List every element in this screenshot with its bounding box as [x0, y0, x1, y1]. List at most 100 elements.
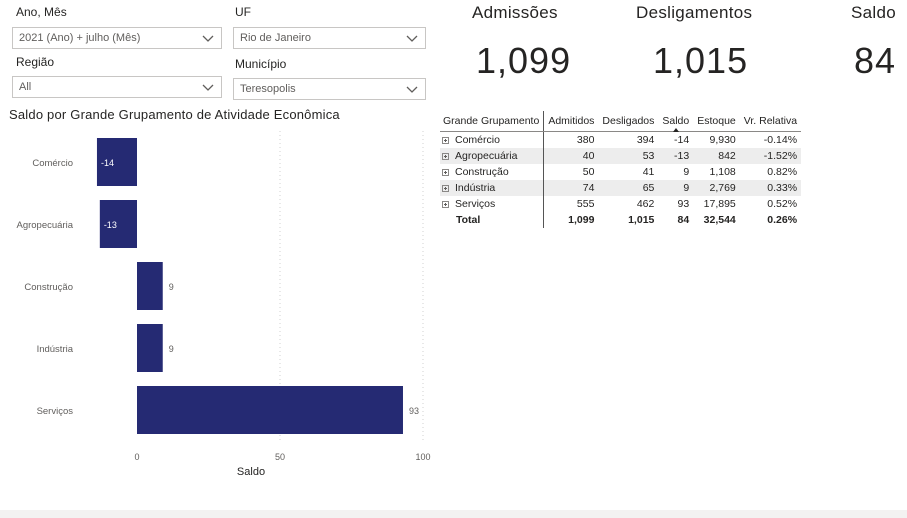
kpi-desligamentos-value: 1,015: [653, 40, 749, 81]
saldo-bar-chart: Comércio -14 Agropecuária -13 Construção 9 Ind…: [16, 131, 431, 478]
cell-desligados: 53: [598, 148, 659, 164]
data-label: -14: [101, 158, 114, 168]
category-label: Indústria: [37, 344, 74, 355]
cell-desligados: 394: [636, 134, 655, 146]
category-label: Serviços: [37, 406, 74, 417]
total-estoque: 32,544: [703, 214, 736, 226]
table-row: Serviços 555 462 93 17,895 0.52%: [440, 196, 801, 212]
cell-grupamento: Construção: [440, 164, 545, 180]
matrix-header-row: Grande Grupamento Admitidos Desligados S…: [440, 111, 802, 132]
bar: [137, 324, 163, 372]
row-label: Indústria: [455, 182, 496, 194]
header-saldo[interactable]: Saldo: [658, 111, 694, 132]
cell-vr-relativa: -0.14%: [763, 134, 798, 146]
bar: [137, 262, 163, 310]
expand-plus-icon[interactable]: [442, 200, 449, 208]
row-label: Construção: [455, 166, 509, 178]
cell-estoque: 1,108: [709, 166, 736, 178]
cell-saldo: -13: [658, 148, 694, 164]
cell-vr-relativa: 0.33%: [739, 180, 802, 196]
total-vr-relativa: 0.26%: [767, 214, 798, 226]
table-row: Indústria 74 65 9 2,769 0.33%: [440, 180, 802, 196]
bar: [137, 386, 403, 434]
data-label: 9: [169, 344, 174, 354]
cell-estoque: 17,895: [703, 198, 736, 210]
municipio-dropdown[interactable]: Teresopolis: [233, 78, 426, 100]
cell-grupamento: Comércio: [440, 131, 545, 148]
chart-title: Saldo por Grande Grupamento de Atividade…: [9, 107, 340, 122]
cell-grupamento: Serviços: [440, 196, 545, 212]
table-total-row: Total 1,099 1,015 84 32,544 0.26%: [440, 212, 801, 228]
expand-plus-icon[interactable]: [442, 168, 449, 176]
header-admitidos[interactable]: Admitidos: [543, 111, 599, 132]
chevron-down-icon: [202, 35, 214, 42]
category-label: Construção: [24, 282, 73, 293]
bar: [99, 200, 137, 248]
kpi-admissoes-label: Admissões: [472, 3, 558, 22]
total-admitidos: 1,099: [568, 214, 595, 226]
regiao-value: All: [19, 81, 32, 93]
regiao-dropdown[interactable]: All: [12, 76, 222, 98]
cell-admitidos: 380: [576, 134, 595, 146]
slicer-title-regiao: Região: [16, 55, 55, 69]
row-label: Comércio: [455, 134, 500, 146]
cell-admitidos: 50: [582, 166, 595, 178]
cell-saldo: -14: [674, 134, 690, 146]
cell-admitidos: 40: [543, 148, 599, 164]
tick-label: 50: [275, 452, 285, 462]
kpi-desligamentos-label: Desligamentos: [636, 3, 753, 22]
cell-vr-relativa: 0.52%: [767, 198, 798, 210]
ano-mes-value: 2021 (Ano) + julho (Mês): [19, 32, 141, 44]
cell-desligados: 41: [642, 166, 655, 178]
kpi-saldo-value: 84: [854, 40, 897, 81]
municipio-value: Teresopolis: [240, 83, 296, 95]
tick-label: 100: [415, 452, 430, 462]
cell-desligados: 65: [598, 180, 659, 196]
data-label: 93: [409, 406, 419, 416]
uf-value: Rio de Janeiro: [240, 32, 311, 44]
row-label: Serviços: [455, 198, 496, 210]
total-grupamento: Total: [440, 212, 545, 228]
ano-mes-dropdown[interactable]: 2021 (Ano) + julho (Mês): [12, 27, 222, 49]
slicer-title-municipio: Município: [235, 57, 287, 71]
bar: [96, 138, 137, 186]
tick-label: 0: [134, 452, 139, 462]
expand-plus-icon[interactable]: [442, 184, 449, 192]
uf-dropdown[interactable]: Rio de Janeiro: [233, 27, 426, 49]
slicer-title-uf: UF: [235, 5, 251, 19]
cell-admitidos: 555: [576, 198, 595, 210]
cell-admitidos: 74: [543, 180, 599, 196]
data-label: 9: [169, 282, 174, 292]
header-vr-relativa[interactable]: Vr. Relativa: [739, 111, 802, 132]
cell-estoque: 842: [693, 148, 740, 164]
expand-plus-icon[interactable]: [442, 152, 449, 160]
total-saldo: 84: [677, 214, 690, 226]
expand-plus-icon[interactable]: [442, 136, 449, 144]
cell-estoque: 9,930: [709, 134, 736, 146]
row-label: Agropecuária: [455, 150, 518, 162]
header-saldo-label: Saldo: [662, 115, 690, 127]
matrix-table: Grande Grupamento Admitidos Desligados S…: [440, 111, 802, 228]
header-estoque[interactable]: Estoque: [693, 111, 740, 132]
cell-estoque: 2,769: [693, 180, 740, 196]
page-footer-band: [0, 510, 907, 518]
cell-vr-relativa: -1.52%: [739, 148, 802, 164]
cell-saldo: 9: [683, 166, 690, 178]
chevron-down-icon: [202, 84, 214, 91]
chevron-down-icon: [406, 86, 418, 93]
header-desligados[interactable]: Desligados: [598, 111, 659, 132]
x-axis-title: Saldo: [237, 466, 265, 478]
table-row: Construção 50 41 9 1,108 0.82%: [440, 164, 801, 180]
data-label: -13: [104, 220, 117, 230]
slicer-title-ano-mes: Ano, Mês: [16, 5, 67, 19]
kpi-saldo-label: Saldo: [851, 3, 896, 22]
table-row: Comércio 380 394 -14 9,930 -0.14%: [440, 131, 801, 148]
header-grande-grupamento[interactable]: Grande Grupamento: [440, 111, 545, 132]
cell-grupamento: Indústria: [440, 180, 545, 196]
cell-vr-relativa: 0.82%: [767, 166, 798, 178]
category-label: Agropecuária: [16, 220, 73, 231]
kpi-admissoes-value: 1,099: [476, 40, 572, 81]
cell-saldo: 93: [677, 198, 690, 210]
total-desligados: 1,015: [628, 214, 655, 226]
table-row: Agropecuária 40 53 -13 842 -1.52%: [440, 148, 802, 164]
